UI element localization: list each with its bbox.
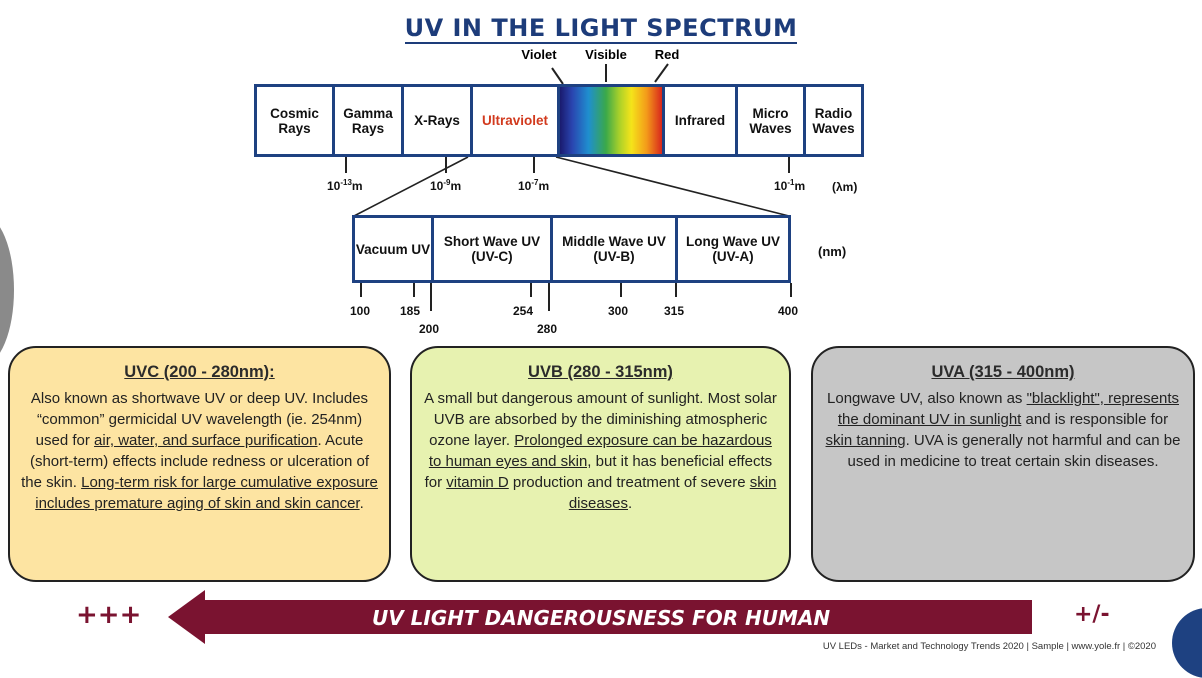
nm-tick-label: 400 [778, 304, 799, 318]
uva-info-box: UVA (315 - 400nm) Longwave UV, also know… [811, 346, 1195, 582]
band-radio-waves: Radio Waves [812, 105, 855, 136]
nm-unit-label: (nm) [818, 244, 847, 259]
tick-mark [430, 283, 432, 311]
nm-tick-label: 200 [419, 322, 440, 336]
electromagnetic-spectrum-bar: Cosmic Rays Gamma Rays X-Rays Ultraviole… [254, 84, 864, 157]
tick-mark [790, 283, 792, 297]
danger-scale-label: UV LIGHT DANGEROUSNESS FOR HUMAN [372, 606, 831, 630]
nm-tick-label: 100 [350, 304, 371, 318]
band-ultraviolet: Ultraviolet [481, 113, 549, 128]
violet-label: Violet [521, 47, 557, 62]
uvb-description: A small but dangerous amount of sunlight… [424, 390, 777, 512]
nm-tick-label: 315 [664, 304, 685, 318]
band-vacuum-uv: Vacuum UV [355, 241, 431, 257]
lambda-unit-label: (λm) [832, 180, 858, 194]
uva-description: Longwave UV, also known as "blacklight",… [825, 390, 1181, 470]
uva-heading: UVA (315 - 400nm) [931, 363, 1075, 381]
band-micro-waves: Micro Waves [749, 105, 792, 136]
uvc-description: Also known as shortwave UV or deep UV. I… [21, 390, 378, 512]
danger-arrow [168, 590, 1032, 644]
low-danger-label: +/- [1074, 602, 1110, 627]
tick-mark [445, 157, 447, 173]
tick-mark [533, 157, 535, 173]
red-label: Red [654, 47, 680, 62]
tick-mark [548, 283, 550, 311]
band-uvb: Middle Wave UV (UV-B) [562, 234, 666, 264]
band-uva: Long Wave UV (UV-A) [685, 234, 780, 264]
tick-label-1e-13: 10-13m [327, 178, 363, 193]
uvc-heading: UVC (200 - 280nm): [124, 363, 275, 381]
tick-mark [345, 157, 347, 173]
tick-mark [675, 283, 677, 297]
connector-lines [353, 63, 790, 217]
uvc-info-box: UVC (200 - 280nm): Also known as shortwa… [8, 346, 391, 582]
tick-mark [413, 283, 415, 297]
nm-tick-label: 185 [400, 304, 421, 318]
nm-tick-label: 300 [608, 304, 629, 318]
tick-label-1e-9: 10-9m [430, 178, 462, 193]
visible-label: Visible [585, 47, 627, 62]
footer-credit: UV LEDs - Market and Technology Trends 2… [822, 641, 1156, 652]
nm-tick-label: 280 [537, 322, 558, 336]
band-uvc: Short Wave UV (UV-C) [443, 234, 541, 264]
tick-mark [788, 157, 790, 173]
tick-label-1e-1: 10-1m [774, 178, 806, 193]
band-infrared: Infrared [674, 113, 726, 128]
band-x-rays: X-Rays [414, 113, 460, 128]
uvb-info-box: UVB (280 - 315nm) A small but dangerous … [410, 346, 791, 582]
nm-tick-label: 254 [513, 304, 534, 318]
uvb-heading: UVB (280 - 315nm) [528, 363, 673, 381]
tick-label-1e-7: 10-7m [518, 178, 550, 193]
visible-spectrum-gradient [560, 87, 662, 154]
uv-subdivision-bar: Vacuum UV Short Wave UV (UV-C) Middle Wa… [352, 215, 791, 283]
page-title: UV IN THE LIGHT SPECTRUM [404, 14, 798, 44]
tick-mark [530, 283, 532, 297]
band-cosmic-rays: Cosmic Rays [270, 105, 319, 136]
tick-mark [360, 283, 362, 297]
high-danger-label: +++ [76, 600, 142, 630]
band-gamma-rays: Gamma Rays [343, 105, 393, 136]
tick-mark [620, 283, 622, 297]
